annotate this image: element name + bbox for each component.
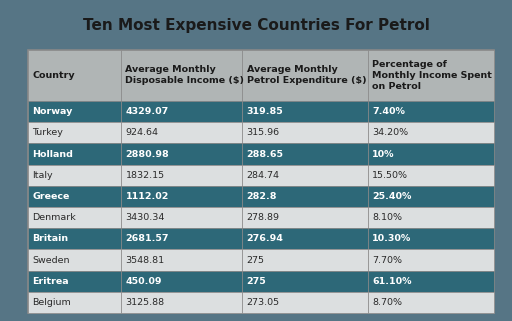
Text: Turkey: Turkey <box>32 128 63 137</box>
FancyBboxPatch shape <box>243 271 368 292</box>
Text: 34.20%: 34.20% <box>372 128 409 137</box>
Text: Greece: Greece <box>32 192 70 201</box>
Text: 8.70%: 8.70% <box>372 298 402 307</box>
Text: Percentage of
Monthly Income Spent
on Petrol: Percentage of Monthly Income Spent on Pe… <box>372 60 492 91</box>
FancyBboxPatch shape <box>28 249 121 271</box>
Text: 924.64: 924.64 <box>125 128 158 137</box>
Text: 7.40%: 7.40% <box>372 107 406 116</box>
Text: 288.65: 288.65 <box>247 150 284 159</box>
Text: Average Monthly
Disposable Income ($): Average Monthly Disposable Income ($) <box>125 65 244 85</box>
Text: 7.70%: 7.70% <box>372 256 402 265</box>
FancyBboxPatch shape <box>28 292 121 313</box>
Text: 315.96: 315.96 <box>247 128 280 137</box>
Text: 1112.02: 1112.02 <box>125 192 169 201</box>
FancyBboxPatch shape <box>28 271 121 292</box>
Text: 61.10%: 61.10% <box>372 277 412 286</box>
Text: 276.94: 276.94 <box>247 234 284 243</box>
Text: 282.8: 282.8 <box>247 192 277 201</box>
Text: Denmark: Denmark <box>32 213 76 222</box>
Text: 3430.34: 3430.34 <box>125 213 165 222</box>
Text: 273.05: 273.05 <box>247 298 280 307</box>
Text: 2880.98: 2880.98 <box>125 150 169 159</box>
Text: 3548.81: 3548.81 <box>125 256 164 265</box>
FancyBboxPatch shape <box>368 292 494 313</box>
Text: 25.40%: 25.40% <box>372 192 412 201</box>
FancyBboxPatch shape <box>121 271 243 292</box>
Text: Britain: Britain <box>32 234 69 243</box>
Text: Eritrea: Eritrea <box>32 277 69 286</box>
Text: Belgium: Belgium <box>32 298 71 307</box>
Text: Sweden: Sweden <box>32 256 70 265</box>
Text: 284.74: 284.74 <box>247 171 280 180</box>
Text: 3125.88: 3125.88 <box>125 298 164 307</box>
FancyBboxPatch shape <box>121 249 243 271</box>
FancyBboxPatch shape <box>368 207 494 228</box>
Text: Country: Country <box>32 71 75 80</box>
FancyBboxPatch shape <box>243 228 368 249</box>
Text: 275: 275 <box>247 256 265 265</box>
Text: Norway: Norway <box>32 107 73 116</box>
Text: 4329.07: 4329.07 <box>125 107 168 116</box>
FancyBboxPatch shape <box>368 50 494 101</box>
FancyBboxPatch shape <box>121 50 243 101</box>
Text: 10.30%: 10.30% <box>372 234 412 243</box>
FancyBboxPatch shape <box>368 228 494 249</box>
FancyBboxPatch shape <box>28 122 121 143</box>
Text: Italy: Italy <box>32 171 53 180</box>
Text: 450.09: 450.09 <box>125 277 162 286</box>
FancyBboxPatch shape <box>121 101 243 122</box>
FancyBboxPatch shape <box>28 143 121 165</box>
FancyBboxPatch shape <box>368 143 494 165</box>
FancyBboxPatch shape <box>243 165 368 186</box>
FancyBboxPatch shape <box>121 186 243 207</box>
FancyBboxPatch shape <box>28 207 121 228</box>
FancyBboxPatch shape <box>243 122 368 143</box>
FancyBboxPatch shape <box>121 165 243 186</box>
FancyBboxPatch shape <box>28 50 121 101</box>
FancyBboxPatch shape <box>243 292 368 313</box>
FancyBboxPatch shape <box>243 249 368 271</box>
FancyBboxPatch shape <box>121 292 243 313</box>
FancyBboxPatch shape <box>28 165 121 186</box>
FancyBboxPatch shape <box>121 143 243 165</box>
Text: 319.85: 319.85 <box>247 107 283 116</box>
FancyBboxPatch shape <box>243 186 368 207</box>
FancyBboxPatch shape <box>121 122 243 143</box>
Text: 275: 275 <box>247 277 266 286</box>
FancyBboxPatch shape <box>28 50 494 313</box>
FancyBboxPatch shape <box>368 186 494 207</box>
Text: Average Monthly
Petrol Expenditure ($): Average Monthly Petrol Expenditure ($) <box>247 65 366 85</box>
Text: 1832.15: 1832.15 <box>125 171 164 180</box>
FancyBboxPatch shape <box>243 143 368 165</box>
FancyBboxPatch shape <box>28 101 121 122</box>
Text: Ten Most Expensive Countries For Petrol: Ten Most Expensive Countries For Petrol <box>82 18 430 33</box>
Text: 15.50%: 15.50% <box>372 171 409 180</box>
FancyBboxPatch shape <box>243 101 368 122</box>
Text: 2681.57: 2681.57 <box>125 234 169 243</box>
FancyBboxPatch shape <box>28 228 121 249</box>
FancyBboxPatch shape <box>368 165 494 186</box>
FancyBboxPatch shape <box>368 101 494 122</box>
FancyBboxPatch shape <box>28 186 121 207</box>
FancyBboxPatch shape <box>368 122 494 143</box>
FancyBboxPatch shape <box>368 249 494 271</box>
FancyBboxPatch shape <box>121 207 243 228</box>
Text: 10%: 10% <box>372 150 395 159</box>
FancyBboxPatch shape <box>121 228 243 249</box>
FancyBboxPatch shape <box>368 271 494 292</box>
FancyBboxPatch shape <box>243 207 368 228</box>
Text: Holland: Holland <box>32 150 73 159</box>
FancyBboxPatch shape <box>243 50 368 101</box>
Text: 8.10%: 8.10% <box>372 213 402 222</box>
Text: 278.89: 278.89 <box>247 213 280 222</box>
